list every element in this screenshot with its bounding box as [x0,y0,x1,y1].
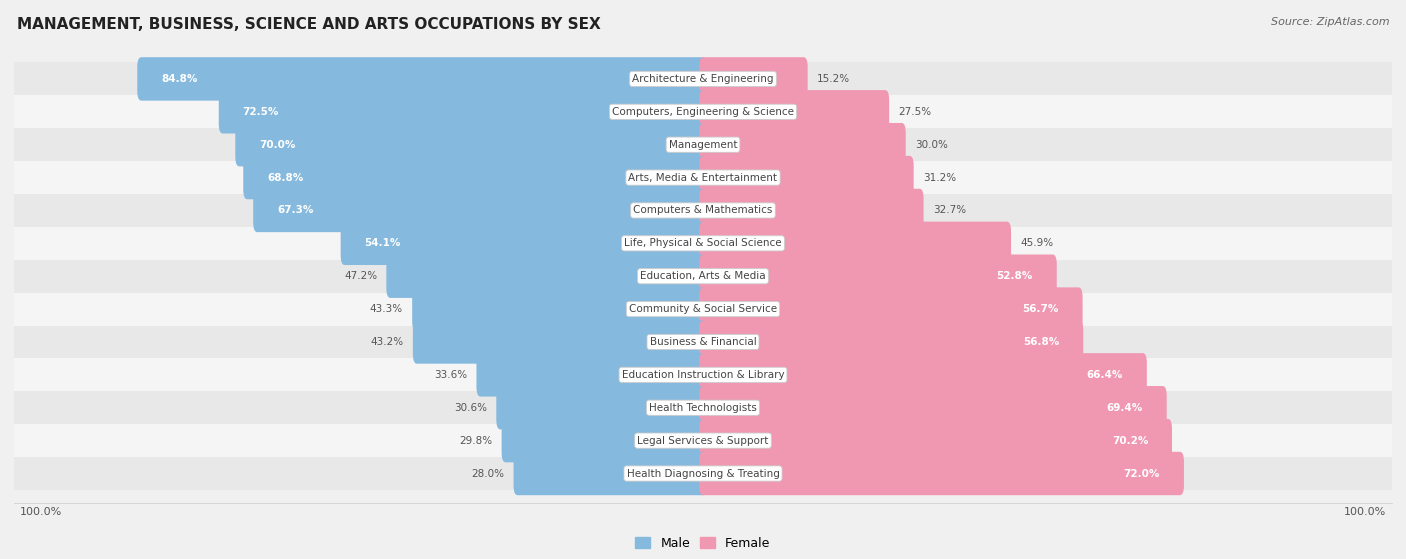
Legend: Male, Female: Male, Female [630,532,776,555]
FancyBboxPatch shape [699,90,889,134]
Text: 84.8%: 84.8% [162,74,197,84]
Text: Education, Arts & Media: Education, Arts & Media [640,271,766,281]
Text: 32.7%: 32.7% [932,206,966,215]
Text: Community & Social Service: Community & Social Service [628,304,778,314]
Text: 43.3%: 43.3% [370,304,404,314]
Text: Business & Financial: Business & Financial [650,337,756,347]
Text: 69.4%: 69.4% [1107,402,1143,413]
FancyBboxPatch shape [699,353,1147,396]
Bar [14,96,1392,128]
Text: 68.8%: 68.8% [267,173,304,183]
FancyBboxPatch shape [699,221,1011,265]
Bar [14,424,1392,457]
Text: 28.0%: 28.0% [471,468,505,479]
FancyBboxPatch shape [219,90,707,134]
Text: 66.4%: 66.4% [1087,370,1123,380]
Text: 56.7%: 56.7% [1022,304,1059,314]
Text: Health Diagnosing & Treating: Health Diagnosing & Treating [627,468,779,479]
Bar [14,325,1392,358]
Text: 56.8%: 56.8% [1024,337,1059,347]
FancyBboxPatch shape [138,57,707,101]
Text: Computers, Engineering & Science: Computers, Engineering & Science [612,107,794,117]
Text: 70.2%: 70.2% [1112,435,1149,446]
Bar [14,457,1392,490]
Text: 52.8%: 52.8% [997,271,1033,281]
Text: MANAGEMENT, BUSINESS, SCIENCE AND ARTS OCCUPATIONS BY SEX: MANAGEMENT, BUSINESS, SCIENCE AND ARTS O… [17,17,600,32]
Text: 33.6%: 33.6% [434,370,467,380]
Bar [14,391,1392,424]
Bar [14,260,1392,293]
FancyBboxPatch shape [699,156,914,199]
Text: 47.2%: 47.2% [344,271,377,281]
Bar [14,128,1392,161]
Text: Computers & Mathematics: Computers & Mathematics [633,206,773,215]
Text: 15.2%: 15.2% [817,74,851,84]
Text: Arts, Media & Entertainment: Arts, Media & Entertainment [628,173,778,183]
Text: 45.9%: 45.9% [1021,238,1053,248]
FancyBboxPatch shape [699,320,1083,364]
Text: Legal Services & Support: Legal Services & Support [637,435,769,446]
FancyBboxPatch shape [513,452,707,495]
Text: Health Technologists: Health Technologists [650,402,756,413]
FancyBboxPatch shape [235,123,707,167]
FancyBboxPatch shape [413,320,707,364]
Text: 29.8%: 29.8% [460,435,492,446]
FancyBboxPatch shape [699,386,1167,429]
FancyBboxPatch shape [699,254,1057,298]
Text: 72.0%: 72.0% [1123,468,1160,479]
Text: Life, Physical & Social Science: Life, Physical & Social Science [624,238,782,248]
FancyBboxPatch shape [243,156,707,199]
FancyBboxPatch shape [699,57,807,101]
Bar [14,63,1392,96]
Text: 31.2%: 31.2% [922,173,956,183]
Text: 72.5%: 72.5% [243,107,278,117]
Bar [14,161,1392,194]
Text: 70.0%: 70.0% [259,140,295,150]
FancyBboxPatch shape [699,419,1173,462]
FancyBboxPatch shape [699,123,905,167]
FancyBboxPatch shape [412,287,707,331]
Text: Management: Management [669,140,737,150]
FancyBboxPatch shape [699,287,1083,331]
FancyBboxPatch shape [699,189,924,232]
Bar [14,227,1392,260]
FancyBboxPatch shape [477,353,707,396]
FancyBboxPatch shape [340,221,707,265]
Text: 67.3%: 67.3% [277,206,314,215]
Text: Source: ZipAtlas.com: Source: ZipAtlas.com [1271,17,1389,27]
Text: 30.6%: 30.6% [454,402,486,413]
FancyBboxPatch shape [253,189,707,232]
Text: Architecture & Engineering: Architecture & Engineering [633,74,773,84]
Bar [14,293,1392,325]
Text: 27.5%: 27.5% [898,107,932,117]
Text: 54.1%: 54.1% [364,238,401,248]
Text: 43.2%: 43.2% [370,337,404,347]
Text: Education Instruction & Library: Education Instruction & Library [621,370,785,380]
FancyBboxPatch shape [502,419,707,462]
FancyBboxPatch shape [496,386,707,429]
Text: 30.0%: 30.0% [915,140,948,150]
Bar [14,194,1392,227]
Bar [14,358,1392,391]
FancyBboxPatch shape [699,452,1184,495]
FancyBboxPatch shape [387,254,707,298]
